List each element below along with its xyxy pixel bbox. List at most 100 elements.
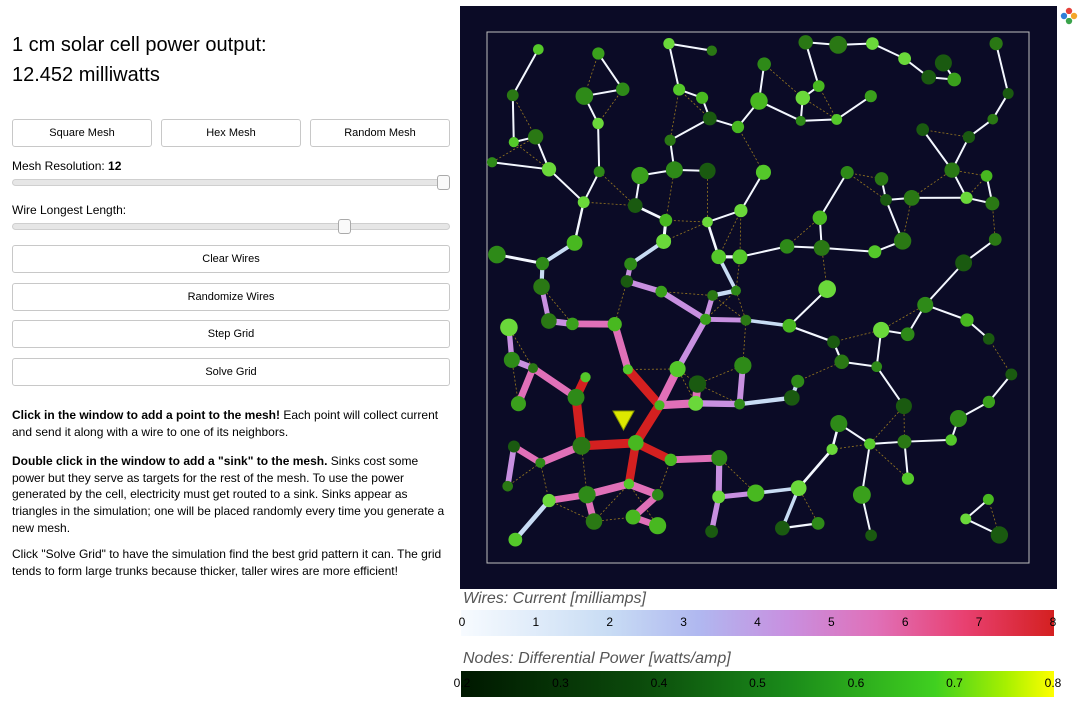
mesh-node[interactable]	[944, 162, 960, 178]
mesh-node[interactable]	[620, 275, 634, 288]
square-mesh-button[interactable]: Square Mesh	[12, 119, 152, 147]
mesh-node[interactable]	[990, 526, 1009, 544]
mesh-node[interactable]	[625, 509, 641, 525]
mesh-node[interactable]	[871, 361, 883, 373]
mesh-node[interactable]	[982, 395, 996, 409]
mesh-node[interactable]	[533, 278, 550, 295]
mesh-node[interactable]	[654, 400, 665, 411]
mesh-node[interactable]	[711, 450, 728, 466]
mesh-node[interactable]	[791, 374, 805, 388]
mesh-node[interactable]	[706, 45, 718, 56]
mesh-node[interactable]	[812, 80, 825, 92]
mesh-node[interactable]	[651, 489, 664, 501]
mesh-node[interactable]	[880, 194, 892, 206]
mesh-node[interactable]	[615, 82, 630, 97]
mesh-node[interactable]	[631, 166, 649, 185]
mesh-node[interactable]	[508, 532, 523, 547]
mesh-node[interactable]	[575, 87, 594, 105]
mesh-node[interactable]	[782, 318, 797, 333]
mesh-node[interactable]	[830, 415, 848, 433]
mesh-node[interactable]	[623, 478, 635, 490]
mesh-node[interactable]	[656, 233, 672, 249]
mesh-node[interactable]	[955, 254, 973, 272]
mesh-node[interactable]	[730, 285, 742, 296]
mesh-node[interactable]	[585, 513, 603, 530]
mesh-node[interactable]	[960, 191, 973, 204]
wire-length-slider-handle[interactable]	[337, 219, 351, 234]
mesh-node[interactable]	[593, 166, 605, 178]
mesh-node[interactable]	[755, 164, 771, 180]
mesh-node[interactable]	[510, 396, 526, 412]
mesh-node[interactable]	[580, 372, 591, 383]
mesh-node[interactable]	[827, 335, 840, 349]
mesh-node[interactable]	[527, 129, 544, 145]
mesh-node[interactable]	[627, 198, 643, 213]
mesh-node[interactable]	[688, 375, 707, 393]
mesh-node[interactable]	[901, 472, 915, 485]
mesh-node[interactable]	[624, 257, 638, 271]
mesh-node[interactable]	[960, 513, 972, 525]
mesh-node[interactable]	[834, 354, 850, 370]
mesh-node[interactable]	[566, 317, 579, 331]
mesh-node[interactable]	[947, 72, 962, 87]
mesh-node[interactable]	[747, 484, 765, 502]
mesh-node[interactable]	[898, 52, 912, 66]
mesh-node[interactable]	[535, 457, 546, 468]
mesh-node[interactable]	[567, 388, 585, 406]
mesh-node[interactable]	[486, 157, 498, 168]
mesh-node[interactable]	[542, 493, 556, 508]
mesh-node[interactable]	[818, 280, 837, 298]
mesh-node[interactable]	[826, 443, 838, 455]
mesh-node[interactable]	[500, 318, 518, 337]
mesh-node[interactable]	[673, 83, 686, 96]
solve-grid-button[interactable]: Solve Grid	[12, 358, 450, 386]
mesh-node[interactable]	[664, 453, 677, 466]
mesh-node[interactable]	[699, 313, 712, 325]
mesh-node[interactable]	[852, 485, 871, 504]
mesh-node[interactable]	[866, 37, 879, 50]
mesh-node[interactable]	[696, 91, 709, 104]
mesh-node[interactable]	[893, 232, 912, 250]
mesh-node[interactable]	[795, 115, 806, 126]
mesh-node[interactable]	[533, 44, 544, 55]
random-mesh-button[interactable]: Random Mesh	[310, 119, 450, 147]
mesh-node[interactable]	[985, 196, 1000, 211]
mesh-node[interactable]	[982, 333, 995, 345]
mesh-node[interactable]	[784, 389, 800, 406]
mesh-node[interactable]	[535, 256, 550, 271]
mesh-node[interactable]	[960, 313, 974, 327]
mesh-node[interactable]	[962, 131, 975, 144]
mesh-node[interactable]	[508, 136, 519, 148]
mesh-node[interactable]	[779, 239, 795, 254]
mesh-node[interactable]	[873, 321, 890, 339]
mesh-node[interactable]	[864, 90, 877, 103]
mesh-node[interactable]	[811, 516, 825, 530]
mesh-node[interactable]	[916, 123, 930, 136]
mesh-node[interactable]	[592, 47, 605, 60]
mesh-node[interactable]	[699, 162, 716, 180]
mesh-node[interactable]	[734, 398, 745, 410]
mesh-node[interactable]	[702, 216, 713, 228]
mesh-node[interactable]	[895, 398, 912, 415]
mesh-node[interactable]	[897, 434, 912, 449]
mesh-node[interactable]	[659, 213, 673, 227]
mesh-node[interactable]	[949, 410, 968, 428]
mesh-node[interactable]	[903, 189, 920, 206]
mesh-node[interactable]	[795, 90, 811, 106]
clear-wires-button[interactable]: Clear Wires	[12, 245, 450, 273]
mesh-node[interactable]	[627, 435, 644, 451]
mesh-node[interactable]	[712, 490, 726, 504]
mesh-node[interactable]	[734, 356, 752, 375]
step-grid-button[interactable]: Step Grid	[12, 320, 450, 348]
simulation-canvas[interactable]	[460, 6, 1057, 589]
mesh-node[interactable]	[732, 249, 748, 265]
mesh-node[interactable]	[934, 54, 952, 72]
mesh-node[interactable]	[989, 37, 1003, 51]
mesh-node[interactable]	[488, 245, 506, 264]
mesh-node[interactable]	[945, 434, 957, 446]
mesh-node[interactable]	[506, 89, 519, 102]
mesh-node[interactable]	[982, 493, 994, 505]
mesh-node[interactable]	[664, 134, 676, 146]
mesh-node[interactable]	[740, 314, 752, 326]
mesh-node[interactable]	[1002, 87, 1014, 99]
